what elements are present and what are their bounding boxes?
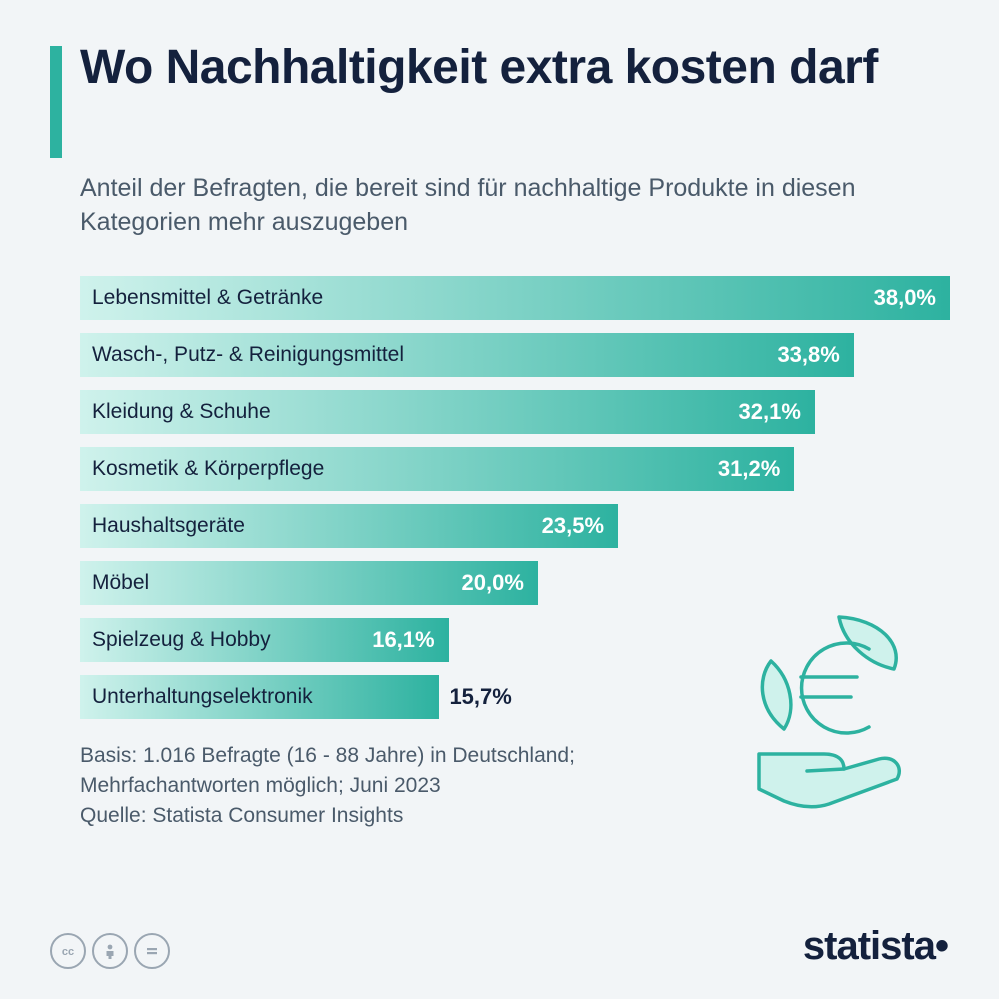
bar: Spielzeug & Hobby 16,1% [80, 618, 449, 662]
bar-value: 23,5% [542, 513, 604, 539]
accent-bar [50, 46, 62, 158]
chart-footer: cc statista• [50, 924, 949, 969]
bar-row: Wasch-, Putz- & Reinigungsmittel 33,8% [80, 333, 949, 377]
bar-value: 15,7% [449, 684, 511, 710]
svg-text:cc: cc [62, 946, 74, 958]
bar: Kleidung & Schuhe 32,1% [80, 390, 815, 434]
bar: Wasch-, Putz- & Reinigungsmittel 33,8% [80, 333, 854, 377]
bar-value: 38,0% [874, 285, 936, 311]
bar-label: Kleidung & Schuhe [92, 400, 271, 424]
bar: Kosmetik & Körperpflege 31,2% [80, 447, 794, 491]
bar-label: Lebensmittel & Getränke [92, 286, 323, 310]
chart-footnotes: Basis: 1.016 Befragte (16 - 88 Jahre) in… [80, 741, 700, 832]
bar-label: Möbel [92, 571, 149, 595]
license-badges: cc [50, 933, 170, 969]
bar-value: 31,2% [718, 456, 780, 482]
chart-subtitle: Anteil der Befragten, die bereit sind fü… [80, 172, 860, 240]
bar-row: Lebensmittel & Getränke 38,0% [80, 276, 949, 320]
statista-logo: statista• [803, 924, 949, 969]
euro-hand-leaf-icon [729, 609, 939, 819]
bar-label: Haushaltsgeräte [92, 514, 245, 538]
chart-title: Wo Nachhaltigkeit extra kosten darf [80, 40, 878, 158]
bar: Lebensmittel & Getränke 38,0% [80, 276, 950, 320]
bar: Unterhaltungselektronik [80, 675, 439, 719]
bar-label: Kosmetik & Körperpflege [92, 457, 324, 481]
bar-row: Haushaltsgeräte 23,5% [80, 504, 949, 548]
bar-label: Wasch-, Putz- & Reinigungsmittel [92, 343, 404, 367]
by-icon [92, 933, 128, 969]
bar-row: Kleidung & Schuhe 32,1% [80, 390, 949, 434]
bar-value: 33,8% [777, 342, 839, 368]
bar: Möbel 20,0% [80, 561, 538, 605]
chart-header: Wo Nachhaltigkeit extra kosten darf [50, 40, 949, 158]
nd-icon [134, 933, 170, 969]
bar-row: Möbel 20,0% [80, 561, 949, 605]
footnote-basis: Basis: 1.016 Befragte (16 - 88 Jahre) in… [80, 741, 700, 802]
cc-icon: cc [50, 933, 86, 969]
bar-row: Kosmetik & Körperpflege 31,2% [80, 447, 949, 491]
bar-label: Unterhaltungselektronik [92, 685, 313, 709]
bar-label: Spielzeug & Hobby [92, 628, 271, 652]
bar-value: 16,1% [372, 627, 434, 653]
bar-value: 20,0% [462, 570, 524, 596]
bar-value: 32,1% [739, 399, 801, 425]
bar: Haushaltsgeräte 23,5% [80, 504, 618, 548]
footnote-source: Quelle: Statista Consumer Insights [80, 801, 700, 831]
